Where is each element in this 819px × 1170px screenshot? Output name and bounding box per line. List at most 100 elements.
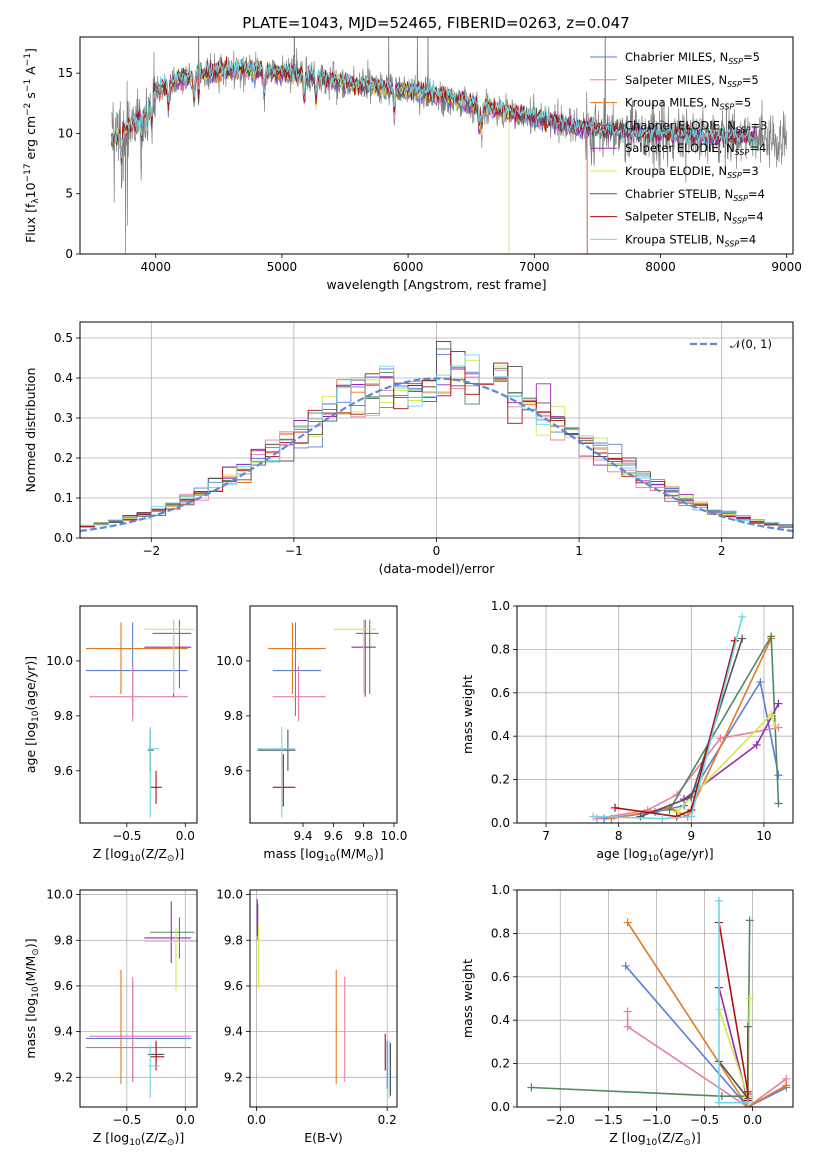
x-axis-label: Z [log10(Z/Z⊙)] — [609, 1130, 700, 1148]
weight-marker — [767, 710, 776, 719]
errorbar-point — [85, 622, 188, 694]
x-tick-label: 2 — [718, 544, 726, 558]
x-tick-label: 0.0 — [743, 1113, 762, 1127]
x-tick-label: 0 — [433, 544, 441, 558]
plot-area — [80, 341, 793, 533]
weight-series — [623, 918, 791, 1107]
axes-frame — [79, 321, 794, 539]
x-axis-label: E(B-V) — [304, 1130, 343, 1145]
errorbar-point — [147, 729, 154, 771]
y-axis-label: Normed distribution — [23, 368, 38, 493]
x-tick-label: 8000 — [645, 260, 676, 274]
x-tick-label: −2.0 — [546, 1113, 575, 1127]
chart-spectrum: 4000 5000 6000 7000 8000 9000 0 5 10 15 wavelength… — [23, 36, 802, 292]
plot-area — [85, 901, 197, 1098]
x-tick-label: 0.0 — [247, 1113, 266, 1127]
weight-marker — [687, 812, 696, 821]
weight-marker — [743, 1098, 752, 1107]
x-tick-label: 5000 — [267, 260, 298, 274]
weight-marker — [782, 1081, 791, 1090]
axes-frame — [516, 605, 794, 824]
y-axis-label: mass [log10(M/M⊙)] — [23, 938, 41, 1058]
x-tick-label: 9 — [687, 829, 695, 843]
errorbar-point — [147, 726, 160, 818]
x-tick-label: 9.4 — [293, 829, 312, 843]
x-tick-label: 0.0 — [176, 829, 195, 843]
x-tick-label: 6000 — [393, 260, 424, 274]
x-axis-label: wavelength [Angstrom, rest frame] — [326, 277, 546, 292]
y-tick-label: 1.0 — [491, 599, 510, 613]
weight-marker — [774, 771, 783, 780]
weight-line — [625, 965, 787, 1107]
y-tick-label: 15 — [58, 66, 73, 80]
residual-histogram — [80, 341, 793, 528]
x-axis-label: (data-model)/error — [379, 561, 496, 576]
plot-area — [111, 37, 787, 254]
y-axis-label: mass weight — [460, 959, 475, 1038]
errorbar-point — [356, 619, 379, 694]
y-tick-label: 0.0 — [54, 531, 73, 545]
x-axis-label: Z [log10(Z/Z⊙)] — [93, 1130, 184, 1148]
y-tick-label: 0.5 — [54, 331, 73, 345]
x-axis-label: mass [log10(M/M⊙)] — [263, 846, 383, 864]
errorbar-point — [144, 928, 197, 991]
y-tick-label: 0.4 — [491, 1013, 510, 1027]
chart-mass_weight_vs_age: 7 8 9 10 0.0 0.2 0.4 0.6 0.8 1.0 age [log10(age/yr… — [460, 599, 794, 864]
weight-series — [672, 710, 779, 817]
errorbar-point — [272, 622, 322, 716]
x-tick-label: 0.0 — [176, 1113, 195, 1127]
y-tick-label: 5 — [65, 187, 73, 201]
legend-label: Kroupa MILES, NSSP=5 — [625, 96, 751, 112]
weight-line — [593, 616, 743, 820]
y-tick-label: 10.0 — [216, 888, 243, 902]
legend: 𝒩(0, 1) — [690, 337, 772, 351]
errorbar-point — [144, 619, 195, 694]
legend: Chabrier MILES, NSSP=5 Salpeter MILES, NS… — [590, 50, 767, 248]
weight-marker — [756, 677, 765, 686]
y-tick-label: 0 — [65, 247, 73, 261]
weight-marker — [623, 918, 632, 927]
y-tick-label: 9.6 — [54, 764, 73, 778]
weight-series — [611, 636, 739, 821]
y-tick-label: 0.2 — [491, 773, 510, 787]
model-spectrum — [111, 64, 588, 254]
y-tick-label: 0.6 — [491, 970, 510, 984]
chart-mass_vs_EBV: 0.0 0.2 9.2 9.4 9.6 9.8 10.0 E(B-V) — [216, 888, 398, 1145]
y-tick-label: 0.4 — [491, 729, 510, 743]
weight-marker — [738, 634, 747, 643]
model-spectrum — [111, 56, 756, 159]
plot-area — [527, 896, 791, 1107]
model-spectrum — [111, 62, 588, 254]
axes-frame — [516, 889, 794, 1108]
y-tick-label: 9.6 — [224, 979, 243, 993]
y-tick-label: 1.0 — [491, 883, 510, 897]
y-tick-label: 0.8 — [491, 642, 510, 656]
legend-label: Salpeter ELODIE, NSSP=4 — [625, 141, 766, 157]
x-tick-label: 10 — [756, 829, 771, 843]
x-tick-label: 9.6 — [324, 829, 343, 843]
legend-label: Chabrier STELIB, NSSP=4 — [625, 187, 765, 203]
errorbar-point — [144, 619, 192, 697]
x-tick-label: −2 — [142, 544, 160, 558]
errorbar-point — [147, 1045, 160, 1098]
x-tick-label: −1.0 — [642, 1113, 671, 1127]
weight-marker — [714, 1098, 723, 1107]
weight-marker — [716, 734, 725, 743]
y-tick-label: 10 — [58, 126, 73, 140]
x-tick-label: −1 — [285, 544, 303, 558]
y-tick-label: 0.2 — [54, 451, 73, 465]
errorbar-point — [144, 901, 192, 964]
y-tick-label: 0.3 — [54, 411, 73, 425]
y-tick-label: 9.8 — [54, 933, 73, 947]
y-tick-label: 0.6 — [491, 686, 510, 700]
weight-marker — [621, 961, 630, 970]
weight-line — [596, 726, 779, 820]
y-tick-label: 9.8 — [54, 709, 73, 723]
chart-age_vs_mass: 9.4 9.6 9.8 10.0 9.6 9.8 10.0 mass [log10(M/M⊙)… — [216, 605, 407, 864]
plot-area — [256, 899, 392, 1098]
weight-marker — [745, 994, 754, 1003]
y-tick-label: 9.2 — [224, 1070, 243, 1084]
x-tick-label: 8 — [615, 829, 623, 843]
weight-marker — [752, 740, 761, 749]
